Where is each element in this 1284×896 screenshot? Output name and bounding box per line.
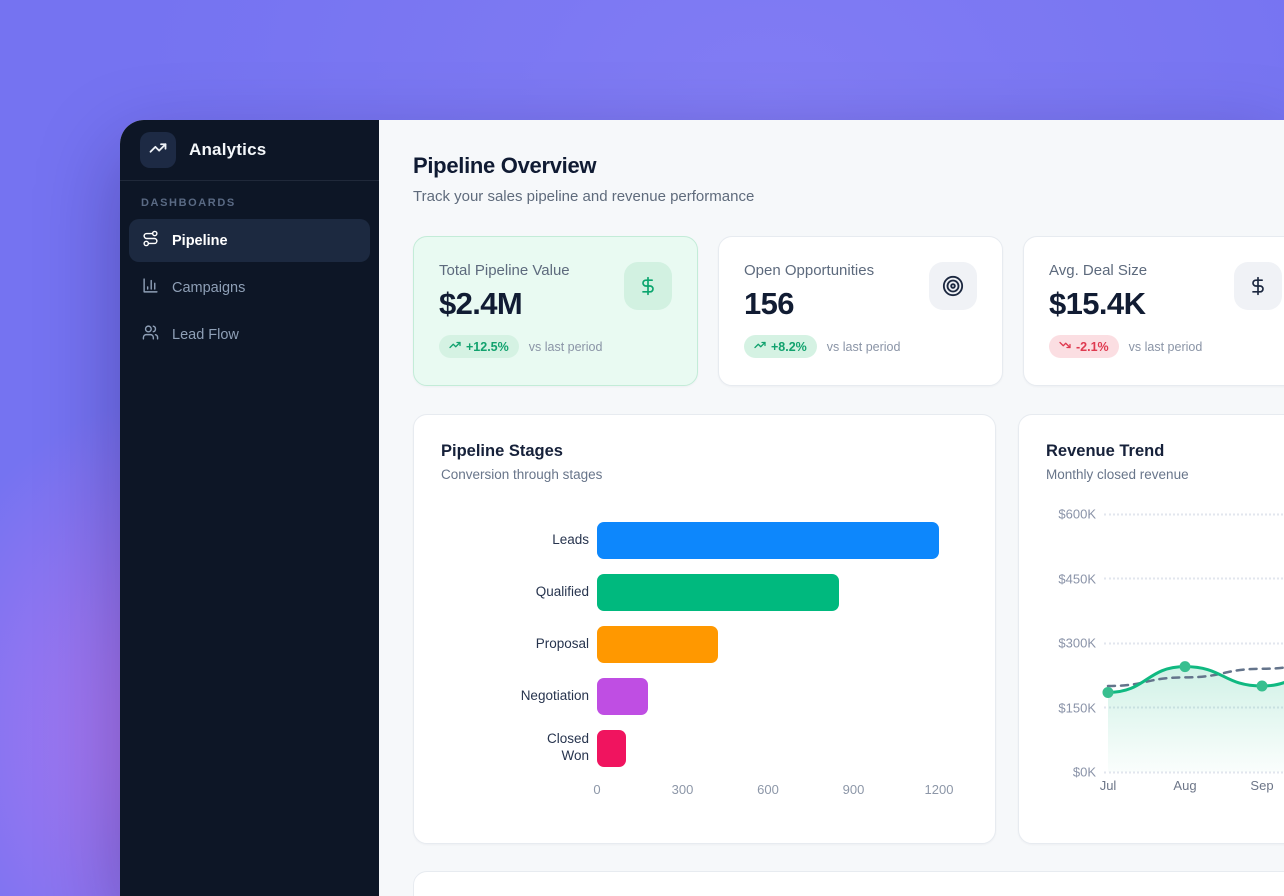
kpi-label: Total Pipeline Value [439,262,570,279]
nav-section-label: DASHBOARDS [141,197,236,209]
partially-visible-card [413,871,1284,896]
category-label: Leads [552,531,589,547]
trending-up-icon [449,339,461,354]
sidebar-item-label: Campaigns [172,279,246,296]
target-icon [929,262,977,310]
kpi-card-avg-deal-size: Avg. Deal Size $15.4K -2.1% vs last peri… [1023,236,1284,386]
x-axis: 0 300 600 900 1200 [593,780,953,798]
pipeline-stages-card: Pipeline Stages Conversion through stage… [413,414,996,844]
y-tick: $450K [1058,571,1096,586]
kpi-card-total-pipeline-value: Total Pipeline Value $2.4M +12.5% vs las… [413,236,698,386]
main-content: Pipeline Overview Track your sales pipel… [379,120,1284,896]
change-badge: +8.2% [744,335,817,358]
page-subtitle: Track your sales pipeline and revenue pe… [413,188,755,205]
kpi-label: Open Opportunities [744,262,875,279]
funnel-bar-proposal[interactable] [597,625,719,663]
x-tick: 1200 [924,782,954,797]
revenue-trend-card: Revenue Trend Monthly closed revenue $60… [1018,414,1284,844]
sidebar-item-campaigns[interactable]: Campaigns [129,266,370,309]
app-window: Analytics DASHBOARDS Pipeline Campaigns [120,120,1284,896]
y-tick: $150K [1058,700,1096,715]
funnel-row: Closed Won [441,722,968,774]
dollar-icon [624,262,672,310]
pipeline-stages-chart: Leads Qualified Proposal Negotiation Clo… [441,514,968,798]
funnel-bar-negotiation[interactable] [597,677,649,715]
page-title: Pipeline Overview [413,153,597,178]
sidebar-item-pipeline[interactable]: Pipeline [129,219,370,262]
x-tick: 900 [842,782,865,797]
charts-row: Pipeline Stages Conversion through stage… [413,414,1284,844]
x-tick: 0 [593,782,601,797]
compare-label: vs last period [1128,339,1203,354]
category-label: Qualified [535,583,589,599]
bar-chart-icon [142,277,159,298]
revenue-trend-chart: $600K $450K $300K $150K $0K Jul Aug Sep [1046,507,1284,814]
sidebar: Analytics DASHBOARDS Pipeline Campaigns [120,120,379,896]
funnel-bar-closed-won[interactable] [597,729,626,767]
funnel-row: Negotiation [441,670,968,722]
x-tick: Jul [1099,778,1117,793]
app-logo [140,132,176,168]
funnel-row: Proposal [441,618,968,670]
kpi-card-open-opportunities: Open Opportunities 156 +8.2% vs last per… [718,236,1003,386]
kpi-value: $2.4M [439,286,523,321]
category-label: Proposal [535,635,589,651]
sidebar-item-lead-flow[interactable]: Lead Flow [129,313,370,356]
x-tick: Sep [1250,778,1274,793]
waypoints-icon [142,230,159,251]
x-tick: 600 [757,782,779,797]
y-tick: $300K [1058,635,1096,651]
x-tick: Aug [1173,778,1197,793]
compare-label: vs last period [528,339,603,354]
category-label: Closed Won [546,731,589,763]
funnel-bar-qualified[interactable] [597,573,840,611]
gridline: $600K [1046,507,1284,522]
trending-up-icon [149,139,167,162]
chart-title: Pipeline Stages [441,442,563,460]
gridline: $450K [1046,571,1284,586]
sidebar-nav: DASHBOARDS Pipeline Campaigns Lead Flow [120,181,379,376]
change-badge: +12.5% [439,335,519,358]
change-badge: -2.1% [1049,335,1119,358]
trending-down-icon [1059,339,1071,354]
sidebar-header: Analytics [120,120,379,181]
funnel-bar-leads[interactable] [597,521,939,559]
x-tick: 300 [671,782,694,797]
sidebar-item-label: Pipeline [172,232,228,249]
users-icon [142,324,159,345]
chart-subtitle: Conversion through stages [441,467,603,482]
kpi-value: 156 [744,286,795,321]
compare-label: vs last period [826,339,901,354]
y-tick: $600K [1058,506,1096,522]
trending-up-icon [754,339,766,354]
funnel-row: Leads [441,514,968,566]
sidebar-item-label: Lead Flow [172,326,239,343]
y-tick: $0K [1072,764,1096,780]
dollar-icon [1234,262,1282,310]
funnel-row: Qualified [441,566,968,618]
category-label: Negotiation [520,687,589,703]
kpi-label: Avg. Deal Size [1049,262,1148,279]
app-title: Analytics [189,140,267,159]
revenue-line-series[interactable] [1102,514,1284,794]
gridline: $300K [1046,636,1284,651]
chart-subtitle: Monthly closed revenue [1046,467,1189,482]
kpi-card-row: Total Pipeline Value $2.4M +12.5% vs las… [413,236,1284,386]
kpi-value: $15.4K [1049,286,1146,321]
chart-title: Revenue Trend [1046,442,1165,460]
